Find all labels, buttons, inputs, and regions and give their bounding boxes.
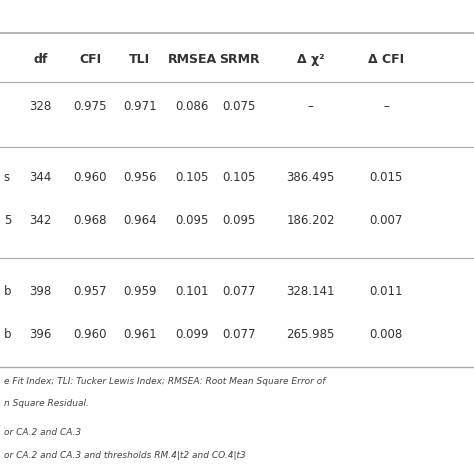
- Text: 0.007: 0.007: [370, 214, 403, 227]
- Text: 328: 328: [29, 100, 51, 113]
- Text: or CA.2 and CA.3: or CA.2 and CA.3: [4, 428, 81, 437]
- Text: 265.985: 265.985: [286, 328, 335, 341]
- Text: 398: 398: [29, 285, 51, 298]
- Text: 344: 344: [29, 171, 52, 184]
- Text: 0.095: 0.095: [175, 214, 209, 227]
- Text: 0.971: 0.971: [123, 100, 156, 113]
- Text: 328.141: 328.141: [286, 285, 335, 298]
- Text: 0.105: 0.105: [223, 171, 256, 184]
- Text: b: b: [4, 328, 11, 341]
- Text: 0.105: 0.105: [175, 171, 209, 184]
- Text: df: df: [33, 53, 47, 66]
- Text: s: s: [4, 171, 10, 184]
- Text: 396: 396: [29, 328, 52, 341]
- Text: Δ CFI: Δ CFI: [368, 53, 404, 66]
- Text: –: –: [308, 100, 313, 113]
- Text: 0.975: 0.975: [73, 100, 107, 113]
- Text: 0.086: 0.086: [175, 100, 209, 113]
- Text: 386.495: 386.495: [286, 171, 335, 184]
- Text: TLI: TLI: [129, 53, 150, 66]
- Text: n Square Residual.: n Square Residual.: [4, 399, 89, 408]
- Text: 0.960: 0.960: [73, 328, 107, 341]
- Text: SRMR: SRMR: [219, 53, 260, 66]
- Text: 5: 5: [4, 214, 11, 227]
- Text: 0.956: 0.956: [123, 171, 156, 184]
- Text: –: –: [383, 100, 389, 113]
- Text: RMSEA: RMSEA: [167, 53, 217, 66]
- Text: 0.008: 0.008: [370, 328, 403, 341]
- Text: 186.202: 186.202: [286, 214, 335, 227]
- Text: 0.075: 0.075: [223, 100, 256, 113]
- Text: e Fit Index; TLI: Tucker Lewis Index; RMSEA: Root Mean Square Error of: e Fit Index; TLI: Tucker Lewis Index; RM…: [4, 377, 330, 386]
- Text: 342: 342: [29, 214, 52, 227]
- Text: 0.964: 0.964: [123, 214, 156, 227]
- Text: 0.959: 0.959: [123, 285, 156, 298]
- Text: or CA.2 and CA.3 and thresholds RM.4|t2 and CO.4|t3: or CA.2 and CA.3 and thresholds RM.4|t2 …: [4, 451, 246, 460]
- Text: 0.101: 0.101: [175, 285, 209, 298]
- Text: 0.968: 0.968: [73, 214, 107, 227]
- Text: 0.077: 0.077: [223, 328, 256, 341]
- Text: 0.960: 0.960: [73, 171, 107, 184]
- Text: 0.077: 0.077: [223, 285, 256, 298]
- Text: 0.015: 0.015: [370, 171, 403, 184]
- Text: 0.961: 0.961: [123, 328, 156, 341]
- Text: b: b: [4, 285, 11, 298]
- Text: 0.099: 0.099: [175, 328, 209, 341]
- Text: 0.011: 0.011: [370, 285, 403, 298]
- Text: 0.957: 0.957: [73, 285, 107, 298]
- Text: 0.095: 0.095: [223, 214, 256, 227]
- Text: Δ χ²: Δ χ²: [297, 53, 324, 66]
- Text: CFI: CFI: [79, 53, 101, 66]
